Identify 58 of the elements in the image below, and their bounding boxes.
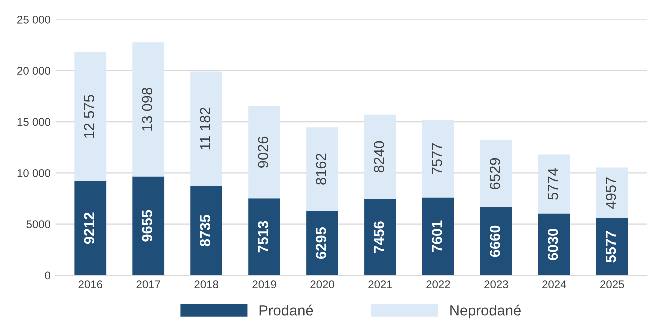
legend-label: Neprodané bbox=[450, 304, 521, 319]
bar bbox=[364, 199, 396, 276]
data-label: 7601 bbox=[432, 220, 442, 252]
data-label: 6295 bbox=[316, 227, 326, 259]
x-tick-label: 2025 bbox=[600, 280, 624, 289]
data-label: 8162 bbox=[316, 154, 326, 185]
data-label: 13 098 bbox=[142, 88, 153, 131]
bar bbox=[422, 120, 454, 198]
bar bbox=[132, 176, 165, 276]
bar bbox=[248, 198, 280, 276]
y-tick-label: 25 000 bbox=[18, 16, 51, 24]
data-label: 6030 bbox=[548, 229, 558, 260]
y-tick-label: 20 000 bbox=[18, 67, 51, 75]
data-label: 7513 bbox=[258, 221, 268, 253]
x-tick-label: 2024 bbox=[542, 280, 566, 289]
bar bbox=[596, 218, 628, 276]
bar bbox=[538, 214, 570, 276]
data-label: 7456 bbox=[374, 222, 384, 253]
data-label: 8735 bbox=[200, 215, 211, 247]
y-tick-label: 10 000 bbox=[18, 169, 51, 178]
x-tick-label: 2021 bbox=[368, 280, 392, 289]
x-tick-label: 2020 bbox=[310, 280, 334, 289]
bar bbox=[190, 186, 223, 276]
x-tick-label: 2016 bbox=[78, 280, 102, 289]
bar bbox=[538, 154, 570, 214]
x-tick-label: 2023 bbox=[484, 280, 508, 289]
bar bbox=[74, 52, 107, 182]
bar bbox=[248, 106, 280, 199]
bar bbox=[364, 114, 396, 200]
bar bbox=[480, 207, 512, 276]
data-label: 7577 bbox=[432, 143, 442, 174]
bar bbox=[306, 211, 338, 276]
y-tick-label: 15 000 bbox=[18, 118, 51, 126]
bar bbox=[74, 181, 107, 276]
bar bbox=[306, 128, 338, 212]
data-label: 8240 bbox=[374, 141, 384, 173]
bar bbox=[422, 198, 454, 276]
data-label: 9212 bbox=[84, 212, 95, 244]
x-tick-label: 2018 bbox=[194, 280, 218, 289]
y-tick-label: 5000 bbox=[26, 220, 51, 228]
data-label: 9655 bbox=[142, 210, 153, 242]
bar bbox=[132, 42, 165, 177]
data-label: 6660 bbox=[490, 226, 500, 258]
x-tick-label: 2019 bbox=[252, 280, 276, 289]
data-label: 4957 bbox=[606, 178, 616, 209]
bar bbox=[480, 140, 512, 208]
data-label: 6529 bbox=[490, 158, 500, 190]
bar bbox=[596, 168, 628, 218]
legend-label: Prodané bbox=[260, 304, 314, 316]
x-tick-label: 2017 bbox=[136, 280, 160, 289]
data-label: 12 575 bbox=[84, 95, 95, 138]
data-label: 5774 bbox=[548, 168, 558, 200]
data-label: 11 182 bbox=[200, 108, 210, 150]
data-label: 9026 bbox=[258, 136, 268, 168]
data-label: 5577 bbox=[606, 231, 616, 263]
x-tick-label: 2022 bbox=[426, 280, 450, 289]
bar bbox=[190, 72, 223, 186]
y-tick-label: 0 bbox=[45, 272, 51, 280]
